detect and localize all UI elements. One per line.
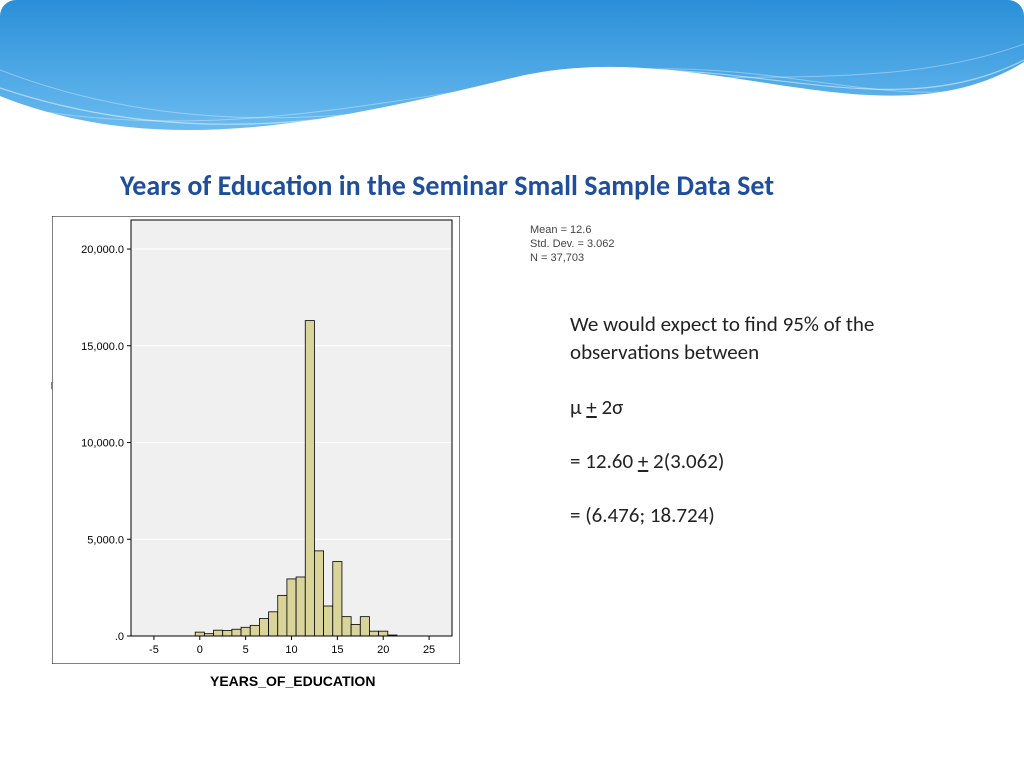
- svg-text:5: 5: [243, 644, 249, 656]
- svg-text:5,000.0: 5,000.0: [87, 534, 124, 546]
- stat-n: N = 37,703: [530, 252, 615, 266]
- histogram-chart: .0 5,000.0 10,000.0 15,000.0 20,000.0 -5 0 5 10 1…: [52, 216, 522, 696]
- slide-title: Years of Education in the Seminar Small …: [120, 168, 994, 203]
- pm-symbol: +: [586, 394, 596, 420]
- svg-text:20,000.0: 20,000.0: [81, 244, 124, 256]
- explain-line2-post: 2σ: [597, 394, 624, 420]
- stat-mean: Mean = 12.6: [530, 224, 615, 238]
- svg-text:0: 0: [197, 644, 203, 656]
- explain-line4: = (6.476; 18.724): [570, 501, 970, 529]
- svg-text:15,000.0: 15,000.0: [81, 341, 124, 353]
- svg-text:20: 20: [377, 644, 389, 656]
- explain-line3-post: 2(3.062): [648, 448, 724, 474]
- explain-line2-pre: µ: [570, 394, 586, 420]
- stat-std: Std. Dev. = 3.062: [530, 238, 615, 252]
- explain-line3: = 12.60 + 2(3.062): [570, 447, 970, 475]
- explain-line3-pre: = 12.60: [570, 448, 638, 474]
- slide: Years of Education in the Seminar Small …: [0, 0, 1024, 768]
- explain-line2: µ + 2σ: [570, 393, 970, 421]
- wave-banner: [0, 0, 1024, 165]
- svg-text:10: 10: [285, 644, 297, 656]
- explain-line1: We would expect to find 95% of the obser…: [570, 310, 970, 367]
- svg-text:.0: .0: [115, 631, 124, 643]
- svg-text:25: 25: [423, 644, 435, 656]
- pm-symbol2: +: [638, 448, 648, 474]
- stats-box: Mean = 12.6 Std. Dev. = 3.062 N = 37,703: [530, 224, 615, 265]
- svg-text:10,000.0: 10,000.0: [81, 438, 124, 450]
- explanation-text: We would expect to find 95% of the obser…: [570, 310, 970, 556]
- svg-text:-5: -5: [149, 644, 159, 656]
- svg-text:15: 15: [331, 644, 343, 656]
- histogram-svg: .0 5,000.0 10,000.0 15,000.0 20,000.0 -5 0 5 10 1…: [52, 216, 460, 664]
